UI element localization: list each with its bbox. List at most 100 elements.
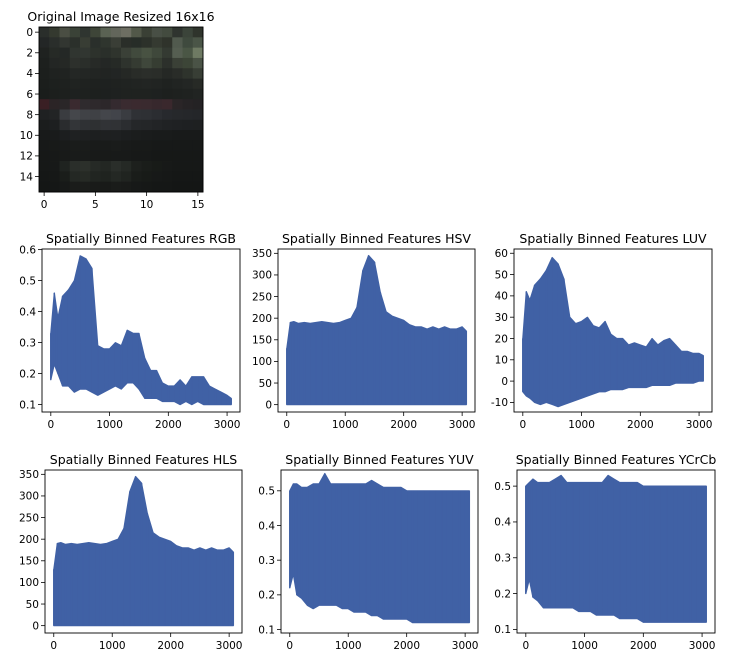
chart-1-ytick-label: 0.5 <box>19 275 36 287</box>
chart-5-ytick-label: 0.3 <box>258 555 275 567</box>
chart-5-ytick-label: 0.5 <box>258 486 275 498</box>
chart-0-pixel <box>39 47 50 59</box>
chart-0-ytick-label: 0 <box>26 27 33 39</box>
chart-0-pixel <box>141 27 153 38</box>
chart-0-pixel <box>141 37 153 49</box>
chart-6-series-0-line <box>525 475 707 623</box>
chart-0-pixel <box>49 68 60 79</box>
chart-0-pixel <box>49 171 60 183</box>
chart-0-pixel <box>90 161 101 172</box>
chart-3: 0 1000 2000 3000 -10 0 10 20 30 40 50 60 Spatially B… <box>491 231 713 431</box>
chart-5-ytick-label: 0.4 <box>258 520 275 532</box>
chart-0-pixel <box>100 78 112 90</box>
chart-4-ytick-label: 50 <box>26 599 39 611</box>
chart-0-pixel <box>90 99 101 110</box>
chart-0-pixel <box>162 119 173 131</box>
chart-6-ytick-label: 0.3 <box>494 553 511 565</box>
chart-0-pixel <box>80 99 91 110</box>
chart-0-pixel <box>80 47 91 59</box>
chart-0-pixel <box>69 78 81 90</box>
chart-0-pixel <box>131 27 142 38</box>
chart-6-xtick-label: 0 <box>522 640 529 652</box>
chart-0-pixel <box>49 119 60 131</box>
chart-3-axes-frame <box>513 248 713 413</box>
chart-0-pixel <box>100 119 112 131</box>
chart-0-pixel <box>151 161 163 172</box>
chart-0-pixel <box>141 99 153 110</box>
chart-3-xtick-label: 3000 <box>686 419 713 431</box>
chart-0-pixel <box>151 88 163 100</box>
chart-0-pixel <box>39 171 50 183</box>
chart-0-pixel <box>100 99 112 110</box>
chart-6-xtick-label: 1000 <box>571 640 598 652</box>
chart-0-pixel <box>110 161 122 172</box>
chart-0-pixel <box>69 47 81 59</box>
chart-1-axes-frame <box>41 248 241 413</box>
chart-0-pixel <box>121 27 132 38</box>
chart-0-pixel <box>100 88 112 100</box>
chart-0-pixel <box>49 37 60 49</box>
chart-2-ytick-label: 300 <box>252 270 272 282</box>
chart-0-pixel <box>121 119 132 131</box>
chart-0-pixel <box>151 47 163 59</box>
chart-2-series-0-line <box>286 255 468 405</box>
chart-0-pixel <box>131 109 142 121</box>
chart-1-ytick-label: 0.2 <box>19 368 36 380</box>
chart-0-pixel <box>110 88 122 100</box>
chart-0-ytick-label: 12 <box>20 151 33 163</box>
chart-2-xtick-label: 0 <box>283 419 290 431</box>
chart-0-pixel <box>182 99 194 110</box>
chart-6-ytick-label: 0.2 <box>494 588 511 600</box>
chart-0-pixel <box>80 78 91 90</box>
chart-0-pixel <box>121 68 132 79</box>
chart-0-pixel <box>80 109 91 121</box>
chart-0-pixel <box>131 150 142 162</box>
chart-0-pixel <box>131 171 142 183</box>
chart-0-pixel <box>59 140 71 152</box>
chart-0-pixel <box>172 161 183 172</box>
chart-0-pixel <box>192 68 204 79</box>
chart-0-pixel <box>162 181 173 193</box>
chart-0-pixel <box>172 27 183 38</box>
chart-0-pixel <box>141 150 153 162</box>
chart-3-series-0-line <box>522 257 704 407</box>
chart-0-pixel <box>100 140 112 152</box>
chart-0-pixel <box>80 27 91 38</box>
chart-5-axes-frame <box>280 469 479 634</box>
chart-4-ytick-label: 100 <box>19 577 39 589</box>
chart-0-pixel <box>39 140 50 152</box>
chart-0-pixel <box>49 78 60 90</box>
chart-0-pixel <box>100 181 112 193</box>
chart-0-pixel <box>192 47 204 59</box>
chart-2-ytick-label: 250 <box>252 291 272 303</box>
chart-2-ytick-label: 350 <box>252 248 272 260</box>
chart-0-pixel <box>80 171 91 183</box>
chart-0-pixel <box>162 47 173 59</box>
chart-0-pixel <box>59 181 71 193</box>
chart-0-pixel <box>182 181 194 193</box>
chart-3-ytick-label: 20 <box>495 333 508 345</box>
chart-0-pixel <box>90 68 101 79</box>
chart-0-pixel <box>172 109 183 121</box>
chart-0-pixel <box>100 161 112 172</box>
chart-0-pixel <box>100 130 112 141</box>
chart-0-xtick-label: 0 <box>41 199 48 211</box>
chart-0-pixel <box>39 109 50 121</box>
chart-0-pixel <box>162 150 173 162</box>
chart-0-pixel <box>59 57 71 69</box>
chart-0-pixel <box>90 57 101 69</box>
chart-0-pixel <box>69 109 81 121</box>
chart-5-title: Spatially Binned Features YUV <box>285 452 474 467</box>
chart-0-pixel <box>172 140 183 152</box>
chart-4-ytick-label: 250 <box>19 512 39 524</box>
chart-0-pixel <box>151 57 163 69</box>
chart-0-pixel <box>110 171 122 183</box>
chart-0-pixel <box>151 27 163 38</box>
chart-0-pixel <box>121 150 132 162</box>
chart-1-xtick-label: 3000 <box>214 419 241 431</box>
chart-0-pixel <box>49 150 60 162</box>
chart-0-pixel <box>151 150 163 162</box>
chart-0-pixel <box>172 78 183 90</box>
chart-0-pixel <box>162 171 173 183</box>
chart-0-pixel <box>80 140 91 152</box>
